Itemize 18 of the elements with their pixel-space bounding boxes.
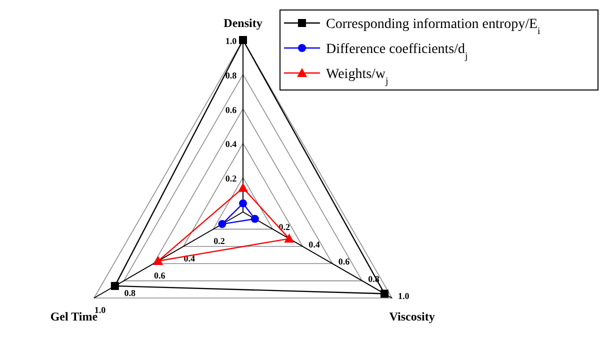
text: 0.8 (124, 288, 136, 298)
legend-label: Weights/w$_{j}$ (326, 67, 388, 86)
text: 1.0 (94, 305, 106, 315)
text: 1.0 (398, 291, 410, 301)
legend-label: Corresponding information entropy/E$_{i}$ (326, 17, 541, 36)
legend-label: Difference coefficients/d$_{j}$ (326, 42, 468, 62)
y-tick-label: 0.8 (225, 70, 238, 80)
text: 0.4 (308, 239, 320, 250)
y-tick-label: 0.2 (225, 174, 238, 184)
spoke-label: Density (224, 16, 262, 30)
text: 0.4 (184, 253, 196, 264)
y-tick-label: 1.0 (225, 36, 238, 46)
text: 0.6 (154, 270, 166, 281)
text: 0.2 (214, 236, 225, 246)
y-tick-label: 0.6 (225, 104, 238, 115)
spoke-label: Viscosity (389, 310, 435, 324)
y-tick-label: 0.4 (225, 139, 238, 150)
text: 0.6 (338, 256, 350, 267)
